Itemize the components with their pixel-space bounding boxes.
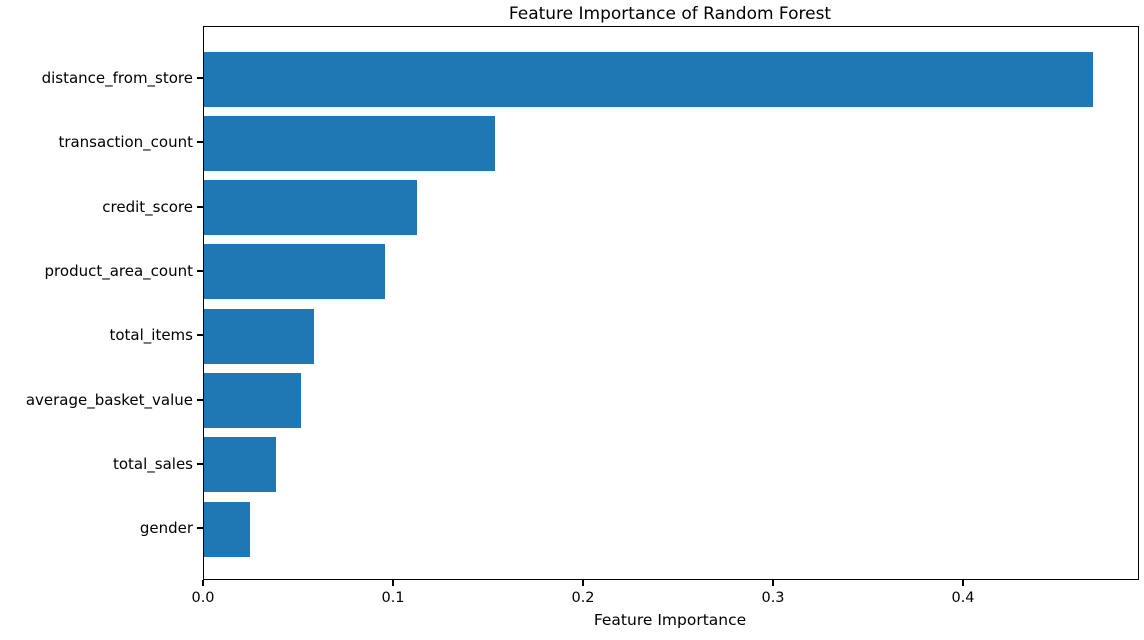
bar-distance_from_store xyxy=(204,51,1093,107)
x-tick-mark xyxy=(392,580,394,586)
chart-title: Feature Importance of Random Forest xyxy=(508,4,832,24)
y-tick-mark xyxy=(197,205,203,208)
x-tick-mark xyxy=(582,580,584,586)
y-tick-label-distance_from_store: distance_from_store xyxy=(41,69,193,87)
y-tick-label-transaction_count: transaction_count xyxy=(58,133,193,152)
bar-total_sales xyxy=(204,437,276,493)
y-tick-mark xyxy=(197,398,203,401)
bar-credit_score xyxy=(204,180,417,236)
y-tick-mark xyxy=(197,334,203,337)
y-tick-label-total_items: total_items xyxy=(109,326,193,345)
bar-total_items xyxy=(204,308,314,364)
y-tick-label-gender: gender xyxy=(139,519,193,538)
y-tick-mark xyxy=(197,269,203,272)
x-tick-mark xyxy=(772,580,774,586)
bar-gender xyxy=(204,501,250,557)
y-tick-mark xyxy=(197,527,203,530)
y-tick-mark xyxy=(197,77,203,79)
y-tick-mark xyxy=(197,462,203,465)
y-tick-label-average_basket_value: average_basket_value xyxy=(25,390,193,409)
x-tick-mark xyxy=(962,580,964,586)
plot-area xyxy=(203,26,1139,580)
x-tick-label-0.3: 0.3 xyxy=(761,590,785,606)
x-tick-label-0.0: 0.0 xyxy=(191,590,215,606)
bar-product_area_count xyxy=(204,244,385,300)
x-tick-label-0.4: 0.4 xyxy=(951,590,975,606)
y-tick-label-total_sales: total_sales xyxy=(112,454,193,473)
x-tick-label-0.1: 0.1 xyxy=(381,590,405,606)
bar-average_basket_value xyxy=(204,373,301,428)
x-tick-label-0.2: 0.2 xyxy=(571,590,595,606)
y-tick-label-product_area_count: product_area_count xyxy=(44,261,193,280)
x-axis-label: Feature Importance xyxy=(593,611,747,629)
y-tick-mark xyxy=(197,141,203,144)
y-tick-label-credit_score: credit_score xyxy=(102,197,193,216)
x-tick-mark xyxy=(202,580,204,586)
bar-transaction_count xyxy=(204,115,495,171)
